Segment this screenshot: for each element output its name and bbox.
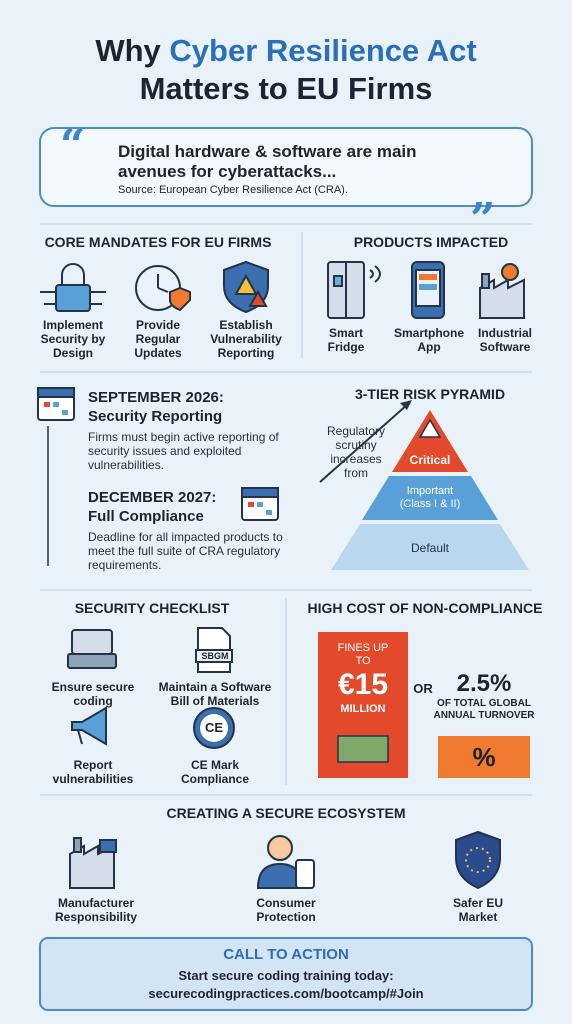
factory-lock-icon bbox=[69, 837, 117, 889]
shield-icon bbox=[223, 260, 269, 314]
timeline-title: Security Reporting bbox=[88, 408, 223, 425]
tier-label: Important (Class I & II) bbox=[399, 485, 461, 510]
tier-label: Default bbox=[410, 541, 450, 555]
megaphone-icon bbox=[71, 706, 107, 746]
percent-text: OF TOTAL GLOBAL ANNUAL TURNOVER bbox=[433, 698, 535, 721]
quote-box bbox=[39, 127, 533, 207]
quote-mark: “ bbox=[60, 120, 85, 171]
sbom-icon-text: SBGM bbox=[201, 651, 229, 661]
quote-source: Source: European Cyber Resilience Act (C… bbox=[118, 184, 348, 196]
timeline-title: Full Compliance bbox=[88, 508, 204, 525]
quote-mark: ” bbox=[470, 194, 495, 245]
mandate-label: Establish Vulnerability Reporting bbox=[210, 318, 282, 360]
checklist-label: Report vulnerabilities bbox=[52, 758, 134, 786]
tier-important bbox=[362, 476, 498, 520]
scrutiny-arrow bbox=[319, 403, 409, 483]
keyboard-icon bbox=[67, 629, 117, 669]
warning-icon bbox=[418, 418, 442, 438]
arrow-label: Regulatory scrutiny increases from bbox=[326, 424, 386, 480]
fine-top: FINES UP TO bbox=[337, 642, 389, 667]
timeline-date: SEPTEMBER 2026: bbox=[88, 389, 224, 406]
mandate-label: Implement Security by Design bbox=[40, 318, 106, 360]
product-label: Smartphone App bbox=[393, 326, 464, 354]
percent-icon: % bbox=[472, 742, 496, 772]
quote-text: Digital hardware & software are main ave… bbox=[118, 142, 417, 181]
timeline-text: Deadline for all impacted products to me… bbox=[88, 530, 283, 572]
ecosystem-label: Consumer Protection bbox=[256, 896, 316, 924]
section-heading: CORE MANDATES FOR EU FIRMS bbox=[44, 234, 272, 250]
or-text: OR bbox=[413, 681, 433, 696]
tier-label: Critical bbox=[409, 453, 451, 467]
eu-shield-icon bbox=[455, 830, 501, 890]
fine-unit: MILLION bbox=[340, 703, 386, 715]
cta-text: Start secure coding training today: bbox=[178, 968, 394, 983]
cash-icon bbox=[337, 735, 389, 763]
mandate-label: Provide Regular Updates bbox=[134, 318, 182, 360]
lock-icon bbox=[40, 263, 106, 312]
turnover-box bbox=[438, 736, 530, 778]
document-icon bbox=[195, 627, 233, 673]
cta-box bbox=[39, 937, 533, 1011]
arrow-head bbox=[400, 400, 412, 410]
timeline-date: DECEMBER 2027: bbox=[88, 489, 217, 506]
section-heading: CREATING A SECURE ECOSYSTEM bbox=[166, 805, 406, 821]
tier-default bbox=[331, 524, 529, 570]
checklist-label: CE Mark Compliance bbox=[180, 758, 249, 786]
percent: 2.5% bbox=[456, 670, 512, 697]
section-heading: 3-TIER RISK PYRAMID bbox=[354, 386, 506, 402]
fine-amount: €15 bbox=[337, 668, 389, 701]
ce-icon-text: CE bbox=[204, 720, 224, 735]
clock-icon bbox=[135, 265, 191, 312]
ce-badge-inner bbox=[200, 714, 228, 742]
section-heading: PRODUCTS IMPACTED bbox=[353, 234, 509, 250]
fridge-icon bbox=[327, 261, 381, 319]
timeline-text: Firms must begin active reporting of sec… bbox=[88, 430, 279, 472]
calendar-icon bbox=[241, 487, 279, 521]
title-text: Matters to EU Firms bbox=[139, 71, 433, 106]
title-text: Why bbox=[95, 33, 161, 68]
title: Why Cyber Resilience Act Matters to EU F… bbox=[0, 32, 572, 108]
section-heading: SECURITY CHECKLIST bbox=[74, 600, 230, 616]
checklist-label: Maintain a Software Bill of Materials bbox=[158, 680, 272, 708]
ecosystem-label: Safer EU Market bbox=[452, 896, 504, 924]
product-label: Industrial Software bbox=[477, 326, 532, 354]
tier-critical bbox=[392, 410, 468, 472]
product-label: Smart Fridge bbox=[327, 326, 365, 354]
checklist-label: Ensure secure coding bbox=[51, 680, 135, 708]
calendar-icon bbox=[37, 387, 75, 421]
cta-heading: CALL TO ACTION bbox=[223, 946, 349, 963]
section-heading: HIGH COST OF NON-COMPLIANCE bbox=[307, 600, 543, 616]
person-icon bbox=[256, 835, 315, 889]
title-highlight: Cyber Resilience Act bbox=[169, 33, 477, 68]
ecosystem-label: Manufacturer Responsibility bbox=[54, 896, 137, 924]
phone-icon bbox=[411, 261, 445, 319]
cta-link[interactable]: securecodingpractices.com/bootcamp/#Join bbox=[148, 986, 424, 1001]
factory-icon bbox=[479, 263, 525, 319]
